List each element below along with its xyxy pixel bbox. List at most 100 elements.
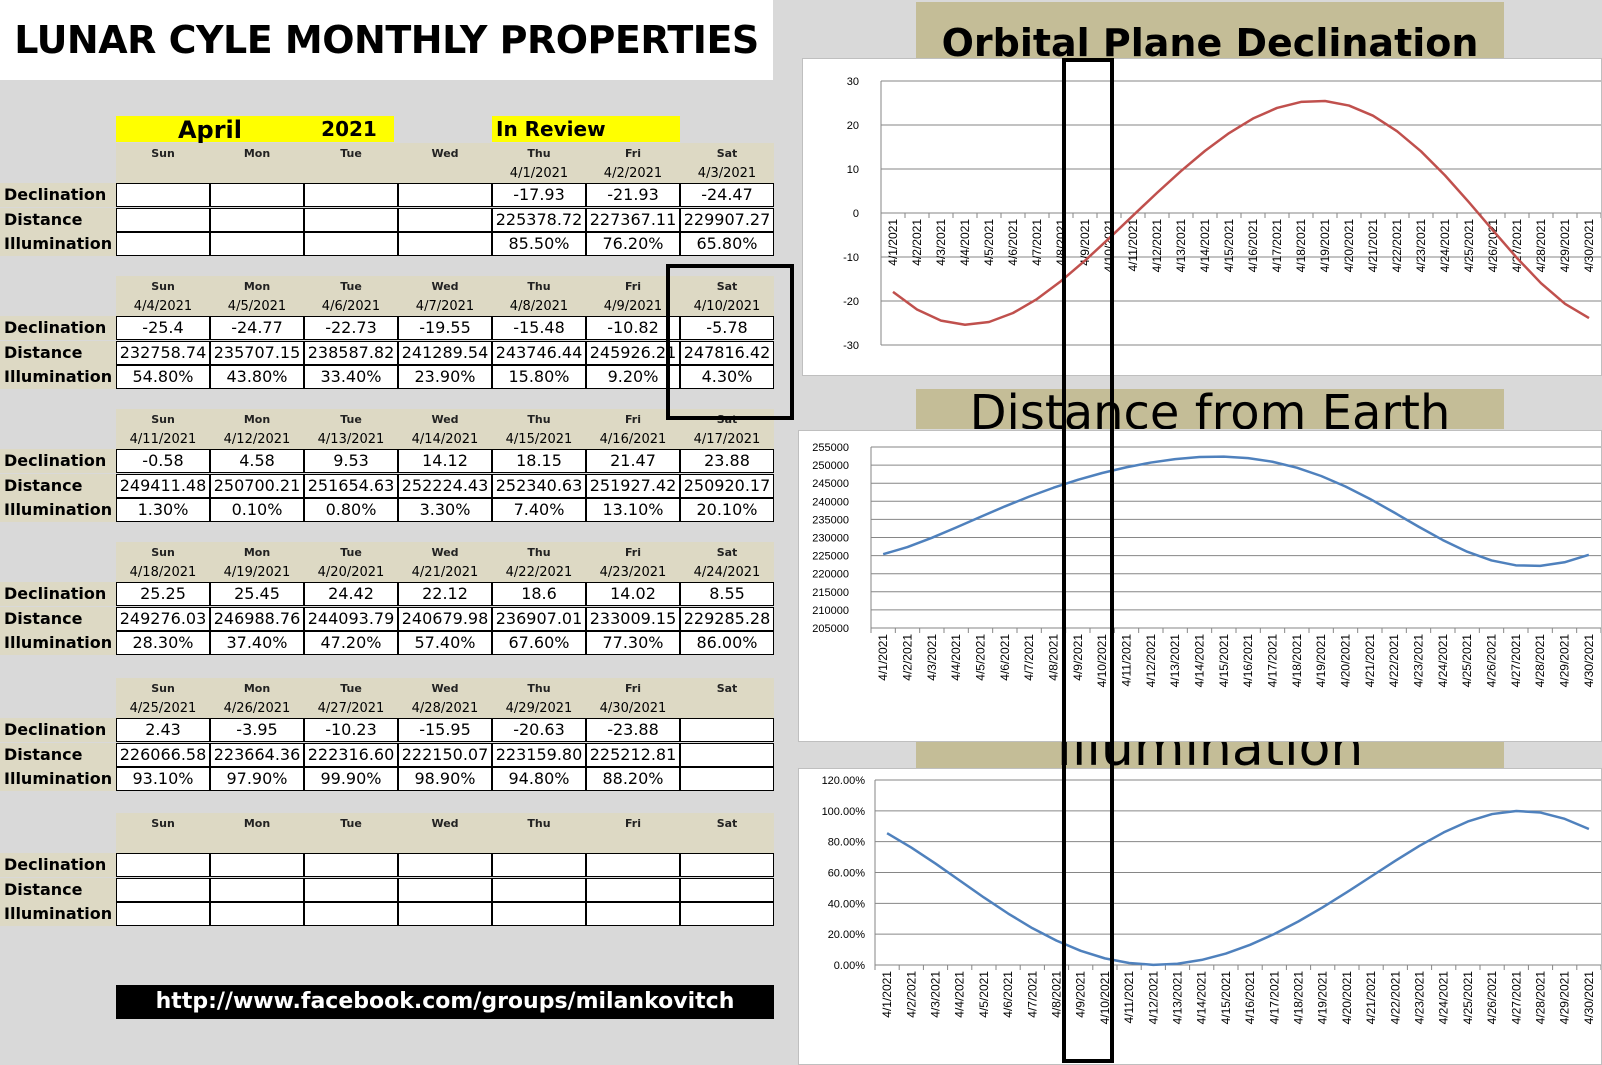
distance-cell — [398, 208, 492, 232]
date-label: 4/19/2021 — [210, 565, 304, 580]
declination-cell — [586, 853, 680, 877]
x-tick-label: 4/19/2021 — [1316, 971, 1330, 1025]
y-tick-label: 220000 — [812, 569, 849, 581]
date-label: 4/28/2021 — [398, 701, 492, 716]
illumination-cell — [492, 902, 586, 926]
distance-cell: 250700.21 — [210, 474, 304, 498]
review-label: In Review — [492, 116, 680, 142]
distance-cell: 246988.76 — [210, 607, 304, 631]
y-tick-label: 10 — [847, 164, 859, 176]
day-name: Sat — [680, 817, 774, 830]
declination-cell — [210, 853, 304, 877]
date-label: 4/22/2021 — [492, 565, 586, 580]
distance-cell: 233009.15 — [586, 607, 680, 631]
date-label: 4/6/2021 — [304, 299, 398, 314]
x-tick-label: 4/21/2021 — [1363, 634, 1377, 688]
day-name: Tue — [304, 682, 398, 695]
x-tick-label: 4/28/2021 — [1534, 971, 1548, 1025]
day-name: Wed — [398, 817, 492, 830]
day-name: Wed — [398, 546, 492, 559]
distance-cell: 249276.03 — [116, 607, 210, 631]
distance-cell: 241289.54 — [398, 341, 492, 365]
x-tick-label: 4/11/2021 — [1122, 971, 1136, 1024]
x-tick-label: 4/19/2021 — [1314, 634, 1328, 688]
y-tick-label: 245000 — [812, 478, 849, 490]
row-label-declination: Declination — [0, 183, 116, 207]
declination-cell: -0.58 — [116, 449, 210, 473]
x-tick-label: 4/7/2021 — [1030, 219, 1044, 266]
day-name: Sun — [116, 147, 210, 160]
x-tick-label: 4/14/2021 — [1193, 634, 1207, 688]
declination-cell: -10.23 — [304, 718, 398, 742]
x-tick-label: 4/26/2021 — [1485, 634, 1499, 688]
x-tick-label: 4/28/2021 — [1533, 634, 1547, 688]
declination-cell: 24.42 — [304, 582, 398, 606]
date-label: 4/1/2021 — [492, 166, 586, 181]
illumination-chart: 120.00%100.00%80.00%60.00%40.00%20.00%0.… — [798, 768, 1602, 1065]
distance-cell: 227367.11 — [586, 208, 680, 232]
x-tick-label: 4/15/2021 — [1222, 219, 1236, 273]
illumination-cell: 13.10% — [586, 498, 680, 522]
declination-cell: 4.58 — [210, 449, 304, 473]
y-tick-label: -10 — [843, 252, 859, 264]
footer-url[interactable]: http://www.facebook.com/groups/milankovi… — [116, 985, 774, 1019]
illumination-cell: 99.90% — [304, 767, 398, 791]
x-tick-label: 4/24/2021 — [1438, 219, 1452, 273]
day-name: Tue — [304, 817, 398, 830]
series-line — [887, 811, 1589, 965]
date-label: 4/17/2021 — [680, 432, 774, 447]
x-tick-label: 4/6/2021 — [1006, 219, 1020, 266]
day-name: Mon — [210, 147, 304, 160]
date-label: 4/12/2021 — [210, 432, 304, 447]
day-name: Tue — [304, 546, 398, 559]
x-tick-label: 4/24/2021 — [1436, 634, 1450, 688]
y-tick-label: 205000 — [812, 623, 849, 635]
day-name: Mon — [210, 817, 304, 830]
distance-cell: 225378.72 — [492, 208, 586, 232]
x-tick-label: 4/19/2021 — [1318, 219, 1332, 273]
x-tick-label: 4/22/2021 — [1388, 971, 1402, 1025]
x-tick-label: 4/13/2021 — [1171, 971, 1185, 1025]
x-tick-label: 4/22/2021 — [1387, 634, 1401, 688]
x-tick-label: 4/21/2021 — [1364, 971, 1378, 1025]
illumination-cell: 65.80% — [680, 232, 774, 256]
date-label: 4/29/2021 — [492, 701, 586, 716]
x-tick-label: 4/23/2021 — [1412, 634, 1426, 688]
x-tick-label: 4/4/2021 — [949, 634, 963, 681]
declination-cell: -3.95 — [210, 718, 304, 742]
day-name: Fri — [586, 546, 680, 559]
declination-cell — [210, 183, 304, 207]
distance-cell — [304, 878, 398, 902]
day-name: Fri — [586, 817, 680, 830]
month-label: April — [116, 116, 304, 142]
x-tick-label: 4/11/2021 — [1120, 634, 1134, 687]
declination-chart-title: Orbital Plane Declination — [916, 2, 1504, 60]
declination-cell: 22.12 — [398, 582, 492, 606]
distance-cell: 249411.48 — [116, 474, 210, 498]
day-name: Tue — [304, 280, 398, 293]
illumination-cell: 93.10% — [116, 767, 210, 791]
x-tick-label: 4/15/2021 — [1219, 971, 1233, 1025]
row-label-distance: Distance — [0, 743, 116, 767]
date-label: 4/3/2021 — [680, 166, 774, 181]
illumination-cell: 23.90% — [398, 365, 492, 389]
declination-cell: -22.73 — [304, 316, 398, 340]
x-tick-label: 4/5/2021 — [977, 971, 991, 1018]
distance-cell: 223664.36 — [210, 743, 304, 767]
declination-cell: 21.47 — [586, 449, 680, 473]
illumination-cell: 86.00% — [680, 631, 774, 655]
x-tick-label: 4/16/2021 — [1243, 971, 1257, 1025]
day-name: Thu — [492, 817, 586, 830]
illumination-cell: 7.40% — [492, 498, 586, 522]
illumination-cell: 3.30% — [398, 498, 492, 522]
x-tick-label: 4/16/2021 — [1246, 219, 1260, 273]
declination-cell: -20.63 — [492, 718, 586, 742]
declination-cell: -17.93 — [492, 183, 586, 207]
x-tick-label: 4/20/2021 — [1339, 634, 1353, 688]
row-label-declination: Declination — [0, 449, 116, 473]
day-name: Mon — [210, 682, 304, 695]
x-tick-label: 4/24/2021 — [1437, 971, 1451, 1025]
x-tick-label: 4/2/2021 — [910, 219, 924, 266]
distance-cell: 236907.01 — [492, 607, 586, 631]
